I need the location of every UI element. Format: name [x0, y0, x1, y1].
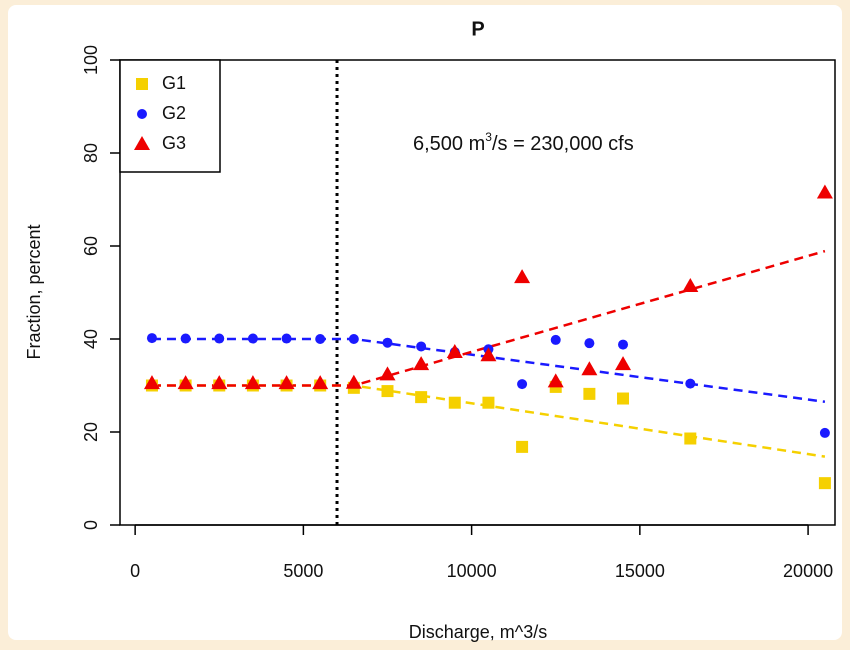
point — [312, 375, 329, 390]
legend-label: G2 — [162, 103, 186, 123]
annotation-part: 3 — [485, 130, 492, 144]
point — [180, 333, 191, 344]
y-axis-label: Fraction, percent — [24, 224, 44, 359]
point — [382, 337, 393, 348]
point — [682, 277, 699, 292]
point — [685, 378, 696, 389]
point — [550, 334, 561, 345]
point — [415, 391, 428, 404]
point — [583, 387, 596, 400]
point — [818, 477, 831, 490]
y-tick-label: 80 — [81, 143, 101, 163]
point — [247, 333, 258, 344]
y-tick-label: 0 — [81, 520, 101, 530]
point — [281, 333, 292, 344]
legend: G1 G2 G3 — [119, 59, 221, 173]
point — [514, 269, 531, 284]
legend-label: G3 — [162, 133, 186, 153]
point — [345, 374, 362, 389]
point — [581, 361, 598, 376]
x-tick-label: 20000 — [783, 561, 833, 581]
point — [617, 392, 630, 405]
point — [482, 396, 495, 409]
y-tick-label: 100 — [81, 45, 101, 75]
x-tick-label: 5000 — [283, 561, 323, 581]
point — [416, 341, 427, 352]
point — [244, 375, 261, 390]
point — [448, 396, 461, 409]
point — [379, 366, 396, 381]
chart-title: P — [471, 18, 484, 40]
annotation-part: /s = 230,000 cfs — [492, 133, 634, 155]
point — [819, 427, 830, 438]
annotation: 6,500 m3/s = 230,000 cfs — [413, 130, 634, 155]
y-tick-label: 40 — [81, 329, 101, 349]
point — [618, 339, 629, 350]
point — [381, 385, 394, 398]
legend-marker — [136, 78, 148, 90]
point — [517, 379, 528, 390]
x-tick-label: 0 — [130, 561, 140, 581]
point — [516, 440, 529, 453]
point — [348, 334, 359, 344]
legend-marker — [137, 109, 147, 119]
point — [315, 334, 326, 344]
y-tick-label: 20 — [81, 422, 101, 442]
point — [177, 375, 194, 390]
point — [146, 333, 157, 344]
point — [547, 373, 564, 388]
x-tick-label: 15000 — [615, 561, 665, 581]
point — [615, 356, 632, 371]
point — [278, 375, 295, 390]
point — [684, 432, 697, 445]
legend-marker — [134, 136, 150, 150]
x-tick-label: 10000 — [447, 561, 497, 581]
point — [480, 347, 497, 362]
point — [143, 375, 160, 390]
legend-label: G1 — [162, 73, 186, 93]
point — [446, 344, 463, 359]
y-tick-label: 60 — [81, 236, 101, 256]
point — [214, 333, 225, 344]
point — [816, 184, 833, 199]
annotation-part: 6,500 m — [413, 133, 485, 155]
point — [413, 356, 430, 371]
point — [211, 375, 228, 390]
x-axis-label: Discharge, m^3/s — [409, 622, 548, 642]
point — [584, 338, 595, 349]
